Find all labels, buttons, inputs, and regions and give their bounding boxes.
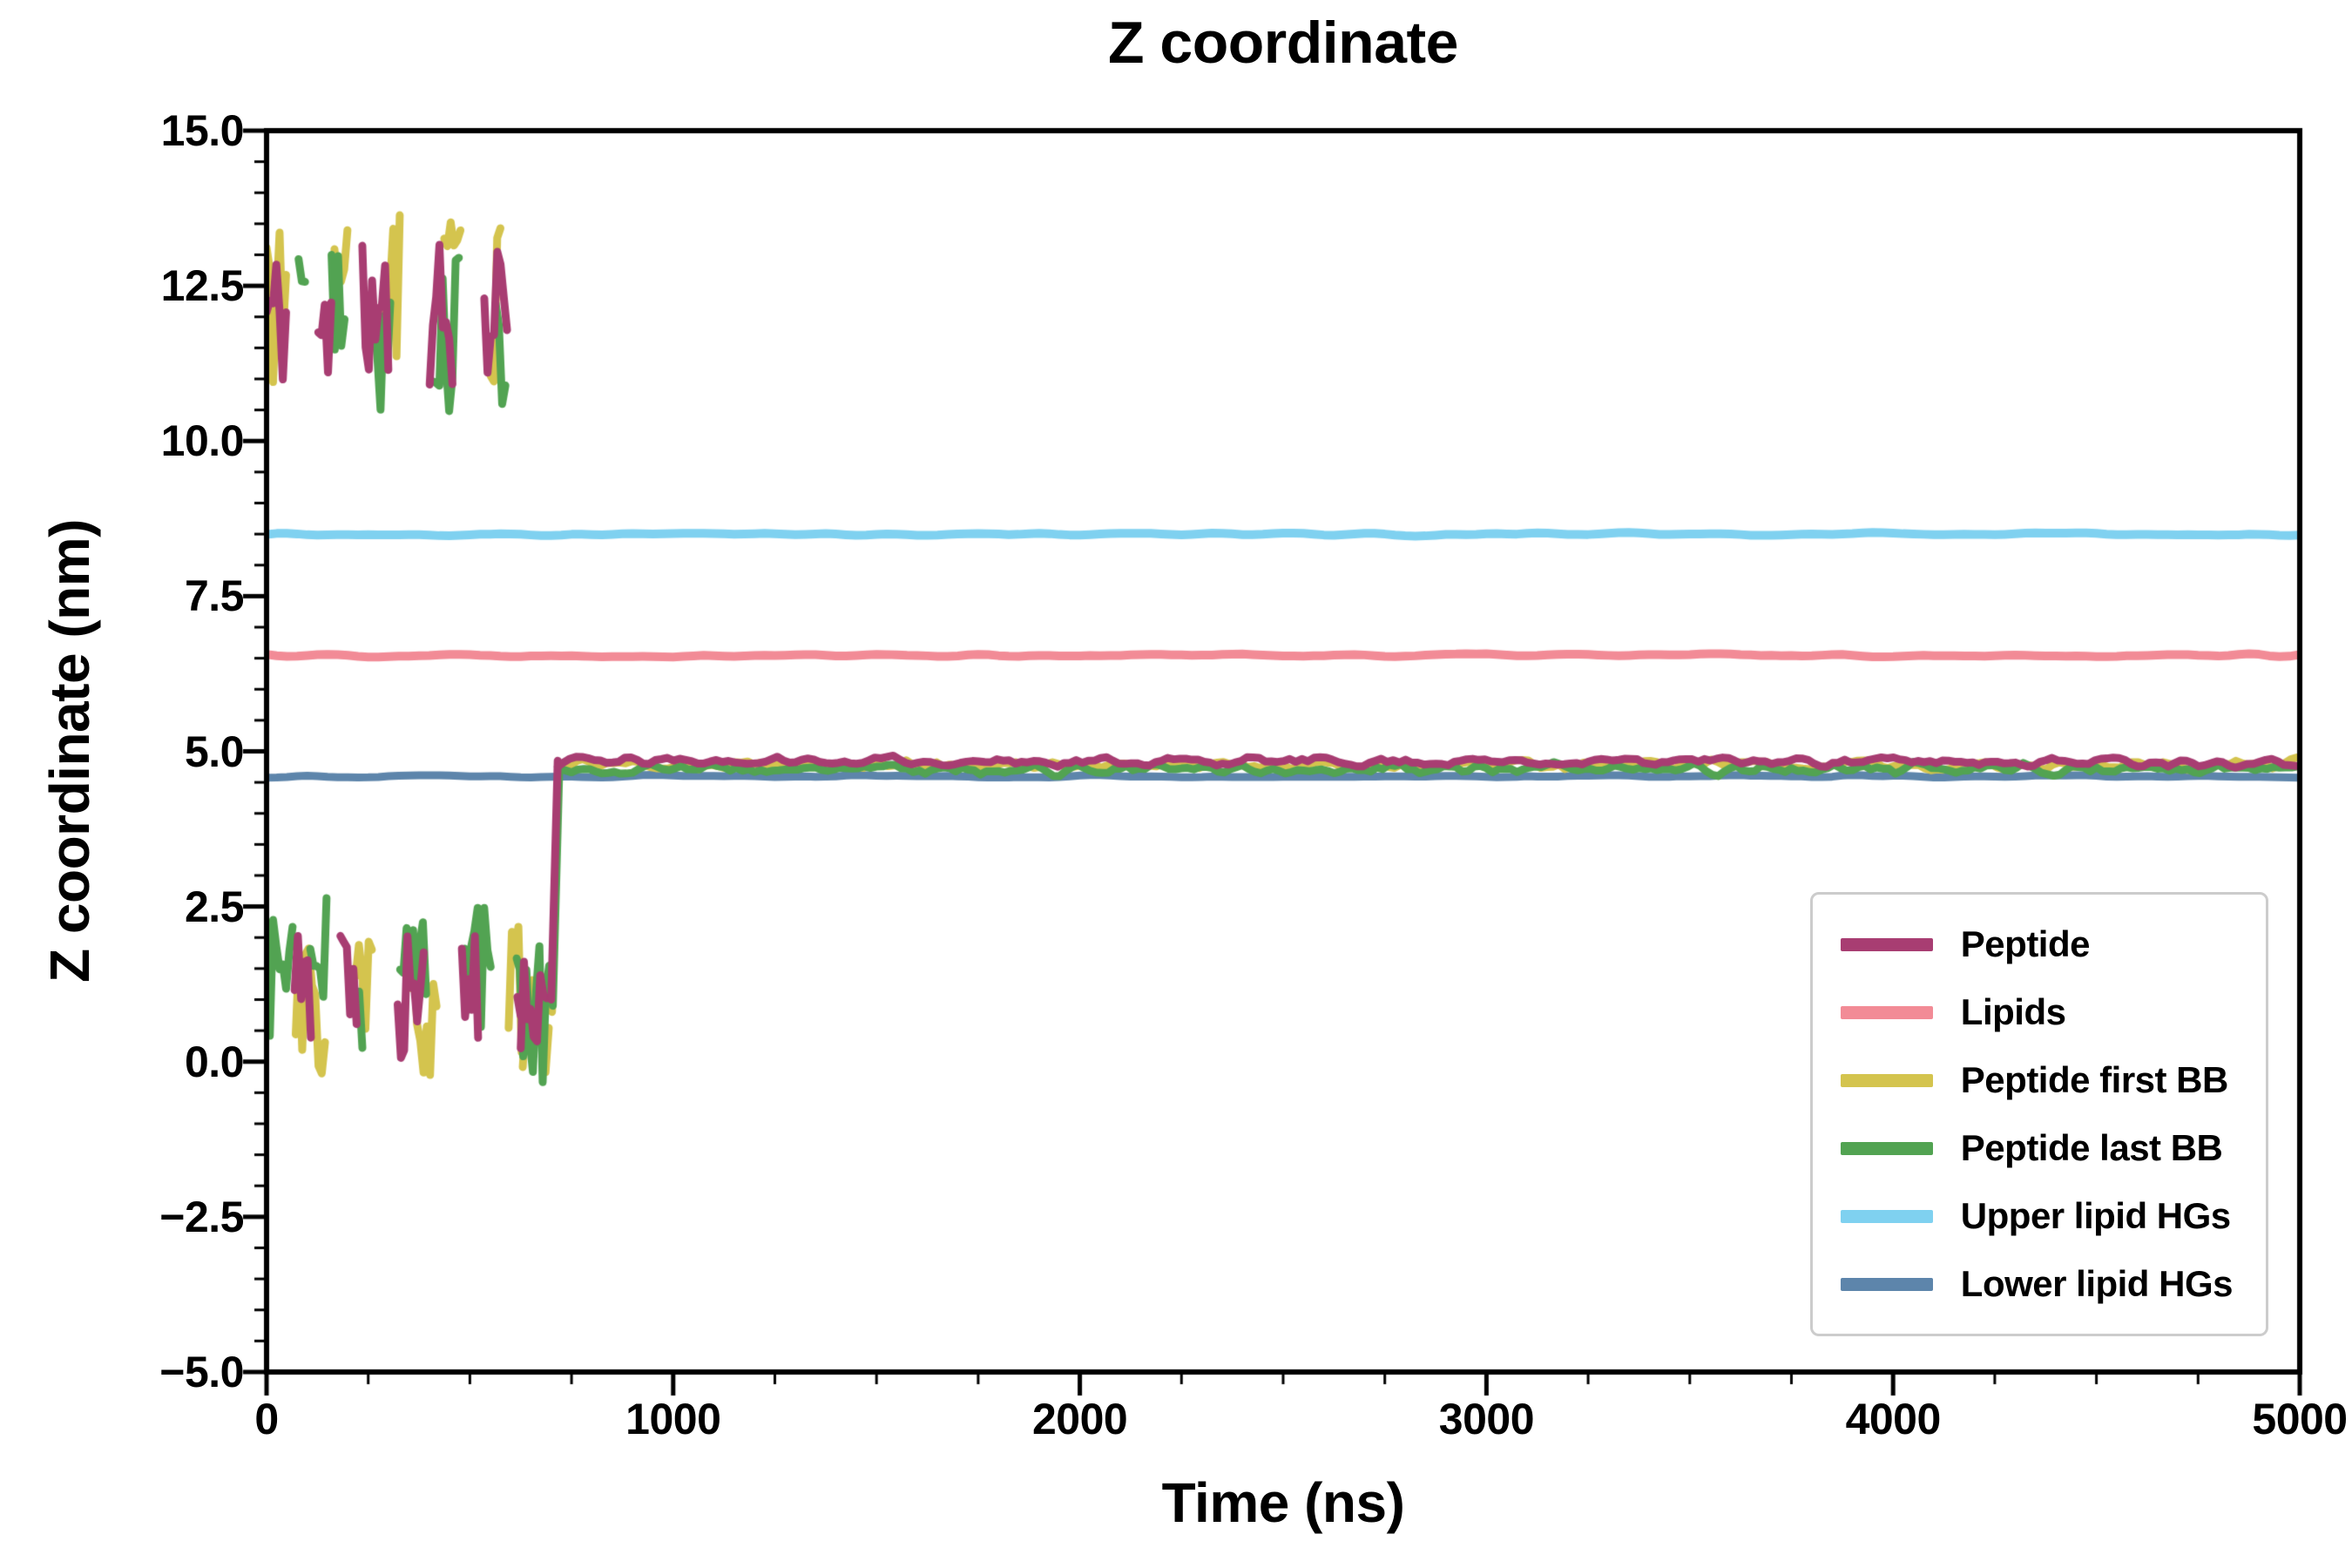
x-tick-label: 2000 bbox=[1031, 1395, 1128, 1443]
legend: Peptide Lipids Peptide first BB Peptide … bbox=[1809, 892, 2268, 1336]
legend-swatch-lipids bbox=[1840, 1005, 1933, 1019]
legend-label: Lipids bbox=[1960, 991, 2066, 1032]
y-tick-label: −5.0 bbox=[159, 1348, 244, 1396]
y-tick-label: 7.5 bbox=[184, 571, 245, 621]
legend-swatch-peptide-first-bb bbox=[1840, 1073, 1933, 1087]
x-axis-label: Time (ns) bbox=[1161, 1471, 1405, 1534]
x-tick-label: 1000 bbox=[625, 1395, 721, 1443]
legend-item-upper-lipid-hgs: Upper lipid HGs bbox=[1840, 1191, 2233, 1241]
legend-swatch-lower-lipid-hgs bbox=[1840, 1277, 1933, 1291]
legend-item-lower-lipid-hgs: Lower lipid HGs bbox=[1840, 1259, 2234, 1309]
legend-label: Peptide first BB bbox=[1960, 1059, 2229, 1100]
y-tick-label: 2.5 bbox=[184, 882, 245, 931]
legend-label: Lower lipid HGs bbox=[1960, 1263, 2234, 1304]
x-tick-label: 5000 bbox=[2252, 1395, 2348, 1443]
legend-label: Upper lipid HGs bbox=[1960, 1195, 2231, 1236]
y-tick-label: 15.0 bbox=[160, 106, 245, 155]
y-tick-label: 10.0 bbox=[160, 416, 245, 466]
x-tick-label: 0 bbox=[254, 1395, 279, 1443]
y-tick-label: 0.0 bbox=[184, 1037, 245, 1086]
legend-swatch-peptide-last-bb bbox=[1840, 1141, 1933, 1155]
y-tick-label: 5.0 bbox=[184, 727, 245, 776]
legend-swatch-peptide bbox=[1840, 937, 1933, 951]
x-tick-label: 4000 bbox=[1845, 1395, 1942, 1443]
legend-label: Peptide last BB bbox=[1960, 1127, 2223, 1168]
legend-item-lipids: Lipids bbox=[1840, 987, 2233, 1037]
chart-title: Z coordinate bbox=[1107, 10, 1459, 76]
y-tick-label: −2.5 bbox=[159, 1192, 244, 1241]
legend-label: Peptide bbox=[1960, 923, 2091, 964]
legend-swatch-upper-lipid-hgs bbox=[1840, 1209, 1933, 1223]
x-tick-label: 3000 bbox=[1438, 1395, 1535, 1443]
legend-item-peptide-last-bb: Peptide last BB bbox=[1840, 1123, 2233, 1173]
legend-item-peptide: Peptide bbox=[1840, 919, 2233, 970]
legend-item-peptide-first-bb: Peptide first BB bbox=[1840, 1055, 2233, 1105]
y-tick-label: 12.5 bbox=[160, 261, 245, 311]
